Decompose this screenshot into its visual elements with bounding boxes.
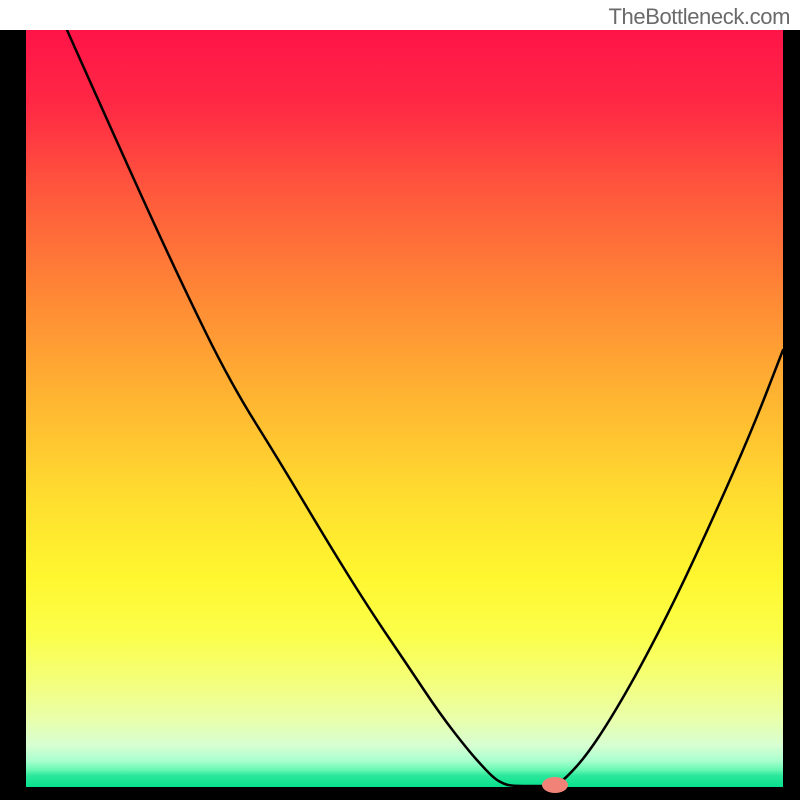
axis-frame-right bbox=[783, 30, 800, 800]
attribution-label: TheBottleneck.com bbox=[608, 0, 800, 34]
axis-frame-left bbox=[0, 30, 26, 800]
bottleneck-curve-chart bbox=[0, 30, 800, 800]
axis-frame-bottom bbox=[0, 787, 800, 800]
optimal-point-marker bbox=[542, 777, 568, 793]
